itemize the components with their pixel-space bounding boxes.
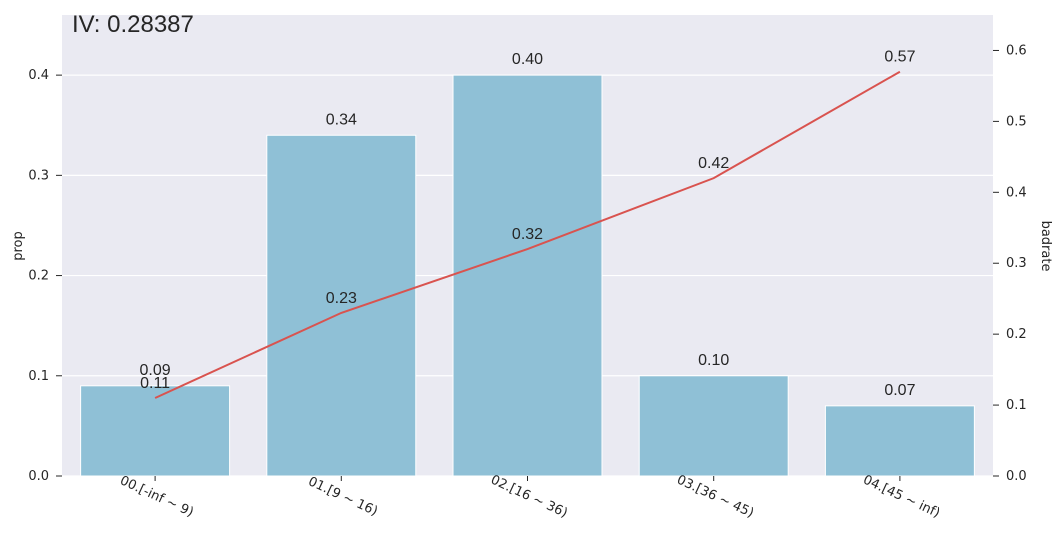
line-value-label: 0.23	[326, 290, 357, 307]
x-tick-label: 01.[9 ~ 16)	[306, 474, 380, 519]
x-tick-label: 02.[16 ~ 36)	[488, 472, 570, 521]
badrate-line-group	[154, 70, 901, 399]
y2-tick-label: 0.3	[1006, 256, 1027, 271]
y-tick-label: 0.3	[28, 168, 49, 183]
y2-axis-label: badrate	[1038, 221, 1053, 272]
bar	[266, 134, 417, 477]
bar-value-label: 0.40	[512, 51, 543, 68]
line-value-label: 0.42	[698, 155, 729, 172]
bar	[638, 375, 789, 477]
y2-tick-label: 0.6	[1006, 43, 1027, 58]
bar	[452, 74, 603, 477]
y-tick-label: 0.0	[28, 469, 49, 484]
x-tick-label: 03.[36 ~ 45)	[674, 472, 756, 521]
right-y-axis: 0.0 0.1 0.2 0.3 0.4 0.5 0.6	[993, 43, 1027, 484]
data-labels: 0.09 0.34 0.40 0.10 0.07 0.11 0.23 0.32 0.42 0.57	[140, 49, 916, 399]
bar	[80, 385, 231, 477]
bar-value-label: 0.34	[326, 111, 357, 128]
y2-tick-label: 0.1	[1006, 398, 1027, 413]
y-axis-label: prop	[11, 231, 26, 261]
y-tick-label: 0.4	[28, 68, 49, 83]
bar-value-label: 0.10	[698, 352, 729, 369]
line-value-label: 0.57	[884, 49, 915, 66]
badrate-line	[154, 70, 901, 399]
left-y-axis: 0.0 0.1 0.2 0.3 0.4	[28, 68, 62, 484]
chart-title: IV: 0.28387	[72, 11, 194, 38]
x-tick-label: 00.[-inf ~ 9)	[117, 473, 195, 520]
y2-tick-label: 0.4	[1006, 185, 1027, 200]
bars	[80, 74, 975, 477]
x-axis: 00.[-inf ~ 9) 01.[9 ~ 16) 02.[16 ~ 36) 03.[…	[117, 472, 942, 521]
y2-tick-label: 0.2	[1006, 327, 1027, 342]
y-tick-label: 0.2	[28, 269, 49, 284]
y2-tick-label: 0.5	[1006, 114, 1027, 129]
bar-value-label: 0.07	[884, 382, 915, 399]
x-tick-label: 04.[45 ~ inf)	[861, 473, 943, 522]
y-tick-label: 0.1	[28, 369, 49, 384]
y2-tick-label: 0.0	[1006, 469, 1027, 484]
bar	[824, 405, 975, 477]
line-value-label: 0.11	[140, 375, 170, 392]
line-value-label: 0.32	[512, 226, 543, 243]
bar-value-label: 0.09	[140, 362, 171, 379]
